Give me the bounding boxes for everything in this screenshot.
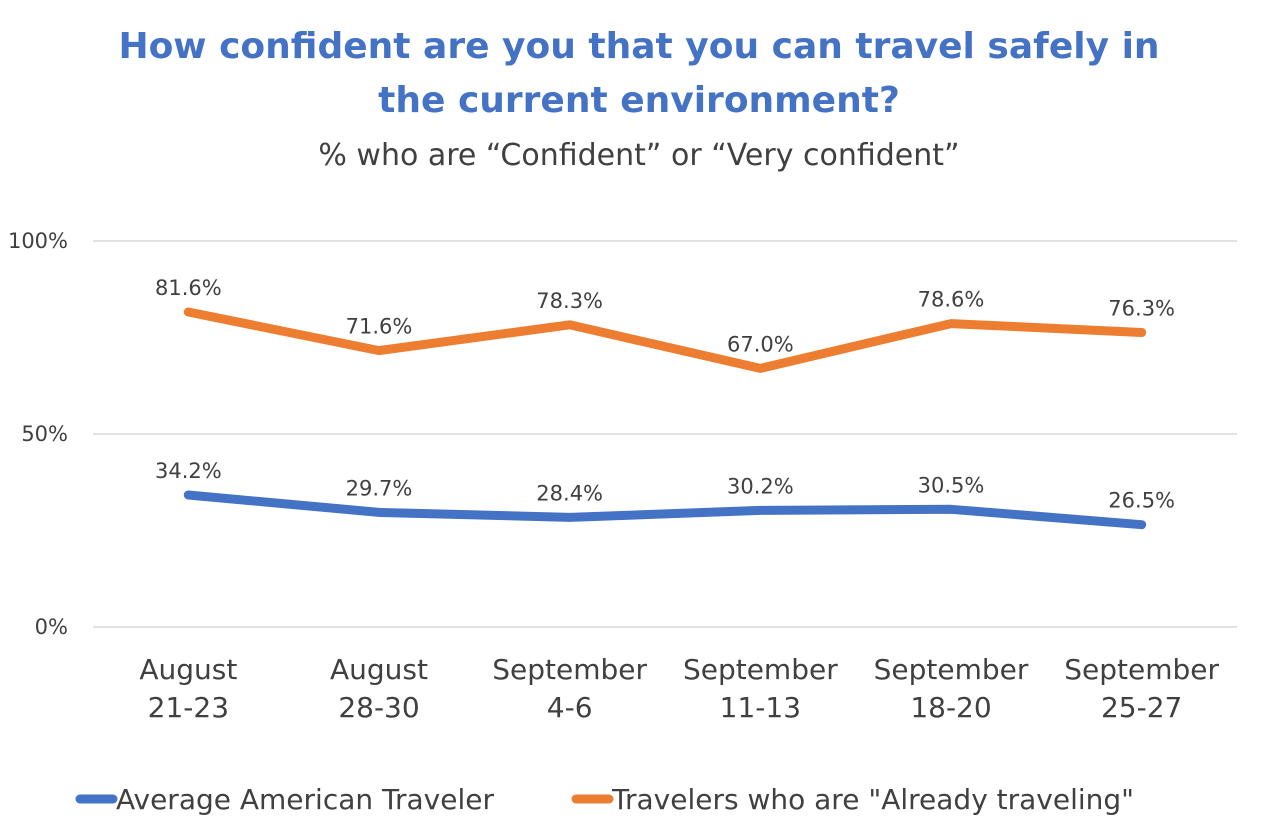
data-label: 67.0%	[727, 332, 794, 356]
data-point	[950, 322, 952, 325]
x-category-label: September 18-20	[874, 653, 1029, 724]
data-label: 30.2%	[727, 474, 794, 498]
data-label: 78.3%	[536, 289, 603, 313]
data-labels: 34.2% 29.7% 28.4% 30.2% 30.5% 26.5% 81.6% 71.6%…	[155, 276, 1175, 513]
data-point	[187, 311, 190, 314]
x-category-label-line: 21-23	[148, 691, 229, 724]
data-label: 76.3%	[1108, 296, 1175, 320]
y-tick-label: 0%	[35, 615, 68, 639]
x-category-label: August 21-23	[139, 653, 237, 724]
data-point	[568, 323, 571, 326]
data-point	[759, 509, 762, 512]
x-category-label-line: August	[139, 653, 237, 686]
data-point	[1140, 523, 1143, 526]
series-line-0	[183, 490, 1147, 530]
data-label: 26.5%	[1108, 489, 1175, 513]
x-category-label: August 28-30	[330, 653, 428, 724]
y-tick-label: 50%	[21, 422, 68, 446]
data-point	[187, 493, 190, 496]
series-line-1	[183, 307, 1147, 373]
chart-subtitle: % who are “Confident” or “Very confident…	[318, 138, 960, 173]
data-label: 71.6%	[346, 315, 413, 339]
data-point	[759, 367, 762, 370]
data-label: 28.4%	[536, 481, 603, 505]
x-category-label-line: 18-20	[910, 691, 991, 724]
data-point	[950, 508, 952, 511]
data-point	[568, 516, 571, 519]
y-axis-tick-labels: 0% 50% 100%	[8, 229, 68, 639]
x-category-label-line: September	[874, 653, 1029, 686]
x-category-label-line: August	[330, 653, 428, 686]
data-label: 29.7%	[346, 476, 413, 500]
legend-entry-label: Average American Traveler	[116, 783, 494, 816]
data-label: 81.6%	[155, 276, 222, 300]
x-category-label: September 25-27	[1064, 653, 1219, 724]
data-point	[378, 349, 380, 352]
x-category-label-line: 28-30	[338, 691, 419, 724]
data-label: 34.2%	[155, 459, 222, 483]
chart-title-line-2: the current environment?	[378, 80, 900, 121]
x-category-label: September 4-6	[492, 653, 647, 724]
gridlines	[93, 240, 1237, 628]
data-label: 78.6%	[918, 288, 985, 312]
data-point	[378, 511, 380, 514]
x-category-label-line: 25-27	[1101, 691, 1182, 724]
x-category-label: September 11-13	[683, 653, 838, 724]
x-category-label-line: 4-6	[547, 691, 593, 724]
data-point	[1140, 331, 1143, 334]
chart-title: How confident are you that you can trave…	[0, 20, 1278, 128]
x-category-label-line: 11-13	[720, 691, 801, 724]
legend: Average American Traveler Travelers who a…	[75, 783, 1134, 816]
x-category-label-line: September	[683, 653, 838, 686]
x-category-label-line: September	[1064, 653, 1219, 686]
series-lines	[183, 307, 1147, 530]
data-label: 30.5%	[918, 473, 985, 497]
legend-entry-label: Travelers who are "Already traveling"	[611, 783, 1134, 816]
x-category-label-line: September	[492, 653, 647, 686]
y-tick-label: 100%	[8, 229, 68, 253]
chart-title-line-1: How confident are you that you can trave…	[118, 26, 1160, 67]
